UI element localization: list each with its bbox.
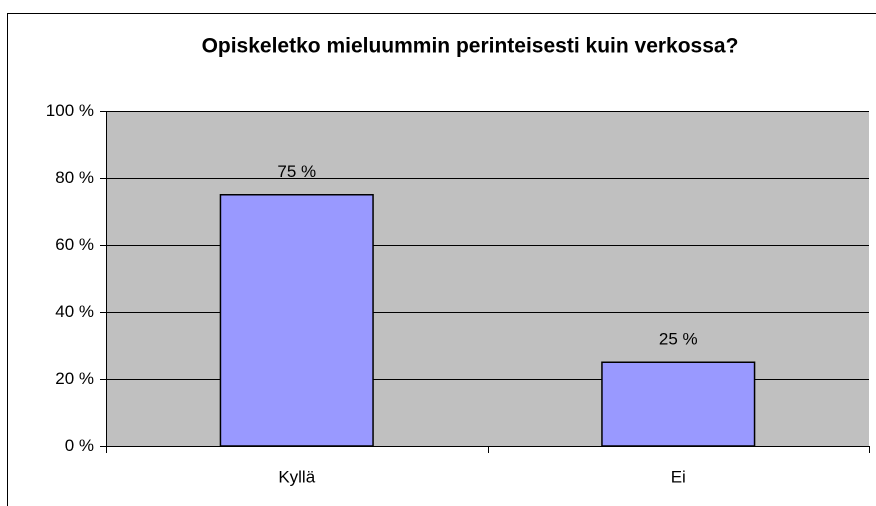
data-label: 25 % [659,330,698,349]
y-tick-label: 0 % [65,436,94,455]
x-tick-label: Kyllä [278,467,315,486]
bar [219,194,374,447]
chart-title: Opiskeletko mieluummin perinteisesti kui… [202,35,739,58]
y-tick-label: 20 % [55,369,94,388]
bar [601,361,756,447]
data-label: 75 % [277,162,316,181]
y-tick-label: 80 % [55,168,94,187]
y-tick-label: 40 % [55,302,94,321]
y-tick-label: 60 % [55,235,94,254]
y-tick-label: 100 % [46,101,94,120]
x-tick-label: Ei [671,467,686,486]
